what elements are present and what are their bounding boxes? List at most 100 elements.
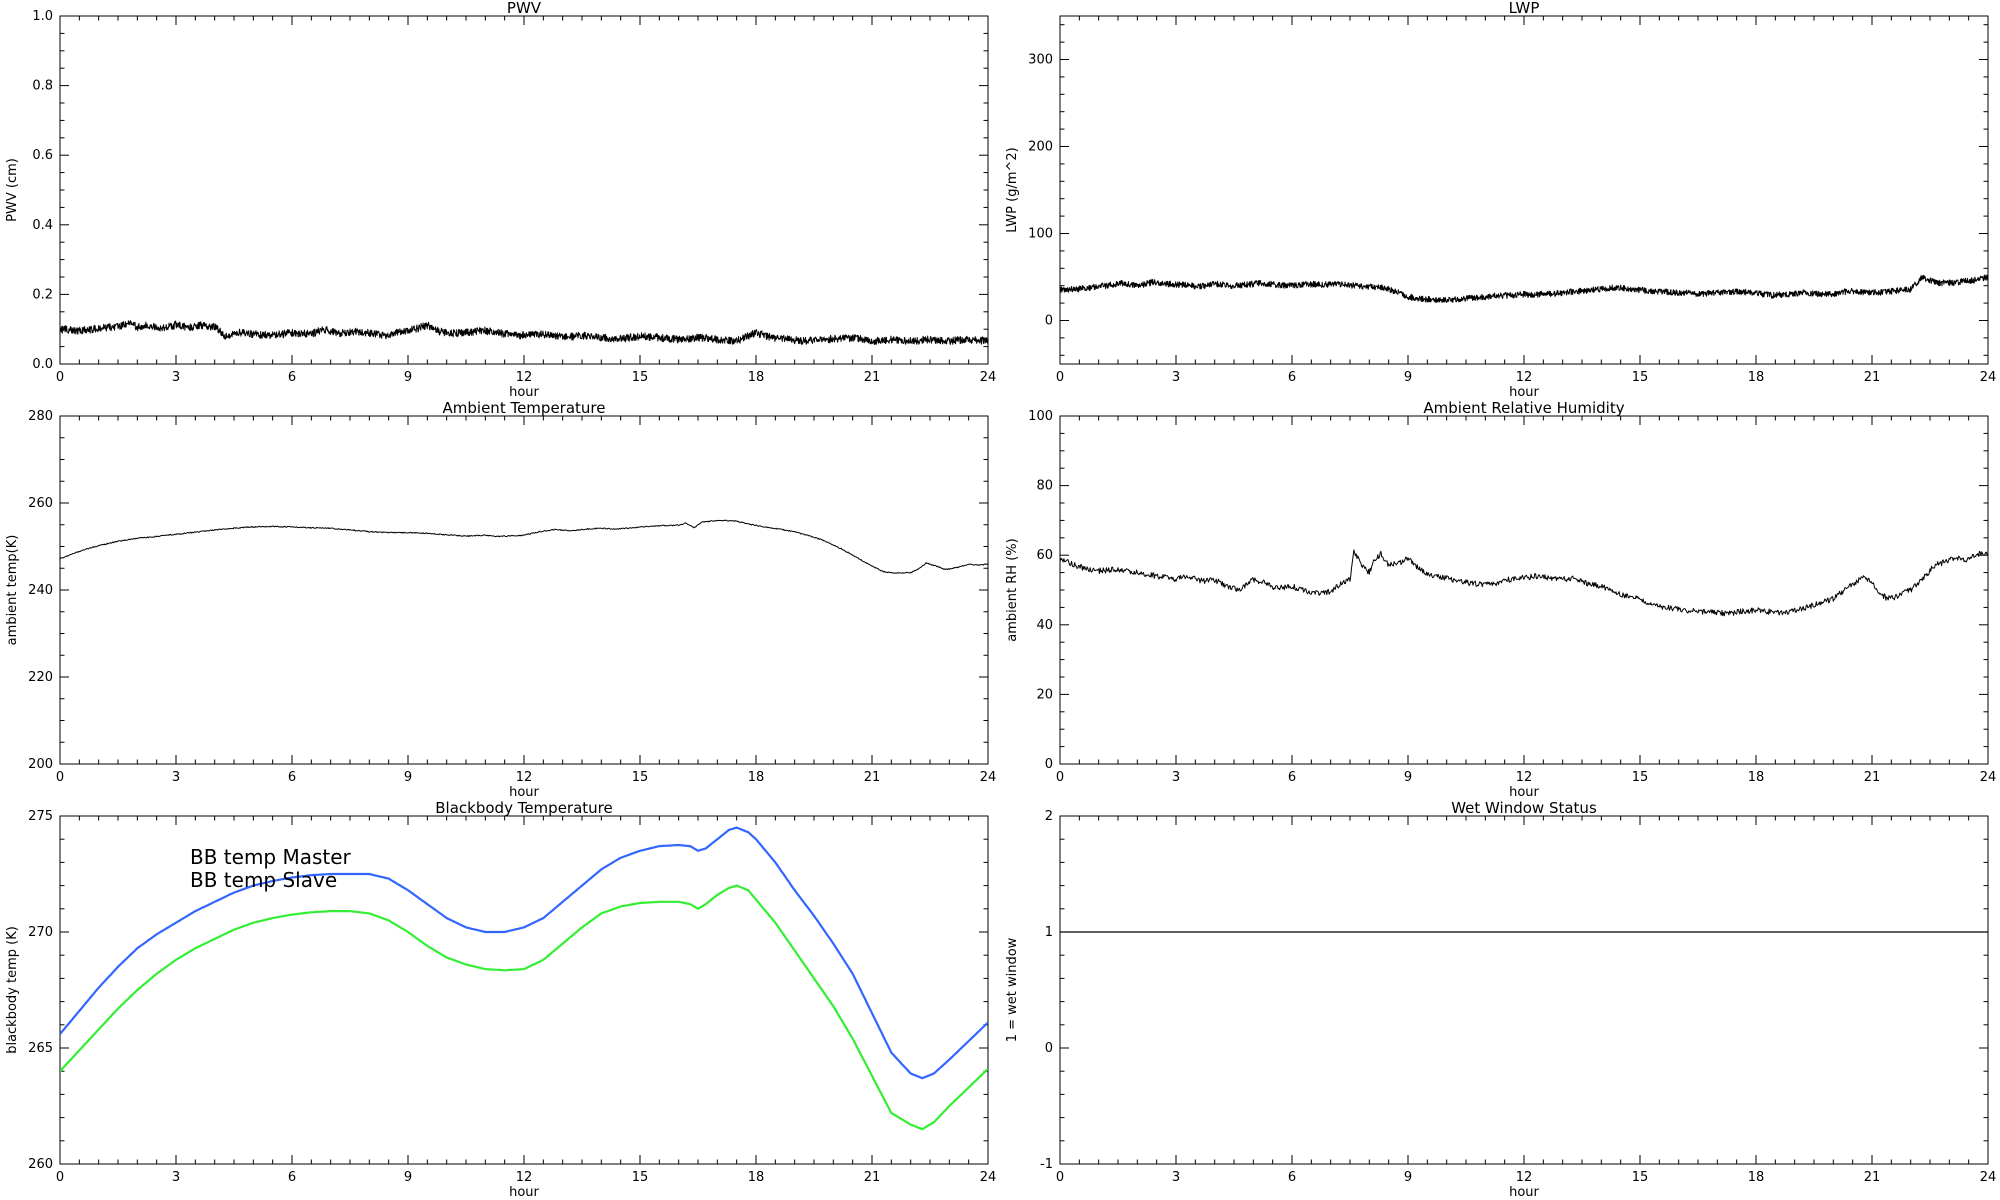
ambient-temp-xlabel: hour [509,785,539,800]
ambient-rh-xtick-label: 12 [1516,770,1533,785]
lwp-xtick-label: 6 [1288,370,1296,385]
ambient-temp-ytick-label: 260 [28,496,53,511]
ambient-rh-series-group [1060,549,1988,617]
ambient-rh-xtick-label: 6 [1288,770,1296,785]
ambient-temp-xtick-label: 24 [980,770,997,785]
lwp-ytick-label: 100 [1028,227,1053,242]
ambient-rh-xtick-label: 21 [1864,770,1881,785]
ambient-rh-ytick-label: 80 [1036,479,1053,494]
blackbody-temp-title: Blackbody Temperature [435,800,612,817]
blackbody-temp-xtick-label: 12 [516,1170,533,1185]
lwp-series-group [1060,274,1988,303]
ambient-rh-xtick-label: 15 [1632,770,1649,785]
lwp-xtick-label: 24 [1980,370,1997,385]
wet-window-ytick-label: -1 [1040,1157,1053,1172]
ambient-temp-ytick-label: 240 [28,583,53,598]
blackbody-temp-xtick-label: 6 [288,1170,296,1185]
ambient-rh-ytick-label: 100 [1028,409,1053,424]
ambient-rh-plot-box [1059,415,1989,765]
pwv-ytick-label: 0.0 [32,357,53,372]
ambient-rh-ytick-label: 40 [1036,618,1053,633]
blackbody-temp-ylabel: blackbody temp (K) [5,926,20,1054]
series-ambient-rh [1060,549,1988,617]
lwp-ytick-label: 200 [1028,140,1053,155]
wet-window-xtick-label: 18 [1748,1170,1765,1185]
ambient-rh-ylabel: ambient RH (%) [1005,538,1020,641]
lwp-xtick-label: 12 [1516,370,1533,385]
pwv-xtick-label: 24 [980,370,997,385]
wet-window-xtick-label: 15 [1632,1170,1649,1185]
blackbody-temp-xtick-label: 21 [864,1170,881,1185]
pwv-ylabel: PWV (cm) [5,158,20,222]
lwp-xtick-label: 15 [1632,370,1649,385]
pwv-plot-box [59,15,989,365]
panel-lwp: 0 3 6 9 12 15 18 21 24 0 100 200 300 LWP hour LWP (g/m^… [1005,0,1997,400]
ambient-temp-ytick-label: 220 [28,670,53,685]
wet-window-xtick-label: 21 [1864,1170,1881,1185]
ambient-rh-xtick-label: 0 [1056,770,1064,785]
ambient-rh-xtick-label: 9 [1404,770,1412,785]
ambient-rh-xlabel: hour [1509,785,1539,800]
legend-bb-temp-master: BB temp Master [190,845,352,869]
wet-window-plot-box [1059,815,1989,1165]
blackbody-temp-series-group [60,826,988,1131]
ambient-temp-series-group [60,519,988,574]
wet-window-ylabel: 1 = wet window [1005,937,1020,1042]
ambient-rh-title: Ambient Relative Humidity [1423,400,1624,417]
blackbody-temp-xtick-label: 9 [404,1170,412,1185]
ambient-temp-xtick-label: 3 [172,770,180,785]
ambient-rh-ytick-label: 20 [1036,687,1053,702]
ambient-temp-ytick-label: 280 [28,409,53,424]
series-bb-temp-master [60,826,988,1080]
pwv-xtick-label: 9 [404,370,412,385]
pwv-xlabel: hour [509,385,539,400]
blackbody-temp-xtick-label: 0 [56,1170,64,1185]
wet-window-xtick-label: 9 [1404,1170,1412,1185]
ambient-temp-ytick-label: 200 [28,757,53,772]
wet-window-xtick-label: 0 [1056,1170,1064,1185]
pwv-ytick-label: 0.4 [32,218,53,233]
wet-window-ytick-label: 2 [1045,809,1053,824]
series-lwp [1060,274,1988,303]
blackbody-temp-ytick-label: 275 [28,809,53,824]
series-bb-temp-slave [60,884,988,1131]
ambient-temp-title: Ambient Temperature [443,400,606,417]
blackbody-temp-ticks [59,815,989,1165]
series-pwv [60,320,988,346]
ambient-temp-ticks [59,415,989,765]
pwv-xtick-label: 3 [172,370,180,385]
blackbody-temp-ytick-label: 265 [28,1041,53,1056]
blackbody-temp-xtick-label: 18 [748,1170,765,1185]
panel-ambient-rh: 0 3 6 9 12 15 18 21 24 0 20 40 60 80 100 Ambient Relati… [1005,400,1997,800]
pwv-xtick-label: 0 [56,370,64,385]
lwp-xtick-label: 3 [1172,370,1180,385]
wet-window-xlabel: hour [1509,1185,1539,1200]
wet-window-ticks [1059,815,1989,1165]
lwp-ylabel: LWP (g/m^2) [1005,147,1020,232]
pwv-ytick-label: 0.8 [32,79,53,94]
pwv-ticks [59,15,989,365]
wet-window-title: Wet Window Status [1451,800,1597,817]
pwv-xtick-label: 12 [516,370,533,385]
wet-window-ytick-label: 0 [1045,1041,1053,1056]
lwp-title: LWP [1509,0,1540,17]
pwv-title: PWV [507,0,542,17]
ambient-temp-xtick-label: 6 [288,770,296,785]
panel-blackbody-temp: 0 3 6 9 12 15 18 21 24 260 265 270 275 Blackbody Temp… [5,800,996,1200]
blackbody-temp-ytick-label: 260 [28,1157,53,1172]
ambient-temp-xtick-label: 21 [864,770,881,785]
pwv-xtick-label: 15 [632,370,649,385]
lwp-xtick-label: 18 [1748,370,1765,385]
wet-window-xtick-label: 12 [1516,1170,1533,1185]
pwv-xtick-label: 21 [864,370,881,385]
ambient-temp-ylabel: ambient temp(K) [5,535,20,646]
lwp-xlabel: hour [1509,385,1539,400]
panel-pwv: 0 3 6 9 12 15 18 21 24 0.0 0.2 0.4 0.6 0.8 1.0 PWV hour P… [5,0,997,400]
ambient-rh-xtick-label: 18 [1748,770,1765,785]
ambient-temp-xtick-label: 15 [632,770,649,785]
ambient-rh-xtick-label: 3 [1172,770,1180,785]
lwp-xtick-label: 0 [1056,370,1064,385]
ambient-temp-xtick-label: 0 [56,770,64,785]
ambient-rh-xtick-label: 24 [1980,770,1997,785]
